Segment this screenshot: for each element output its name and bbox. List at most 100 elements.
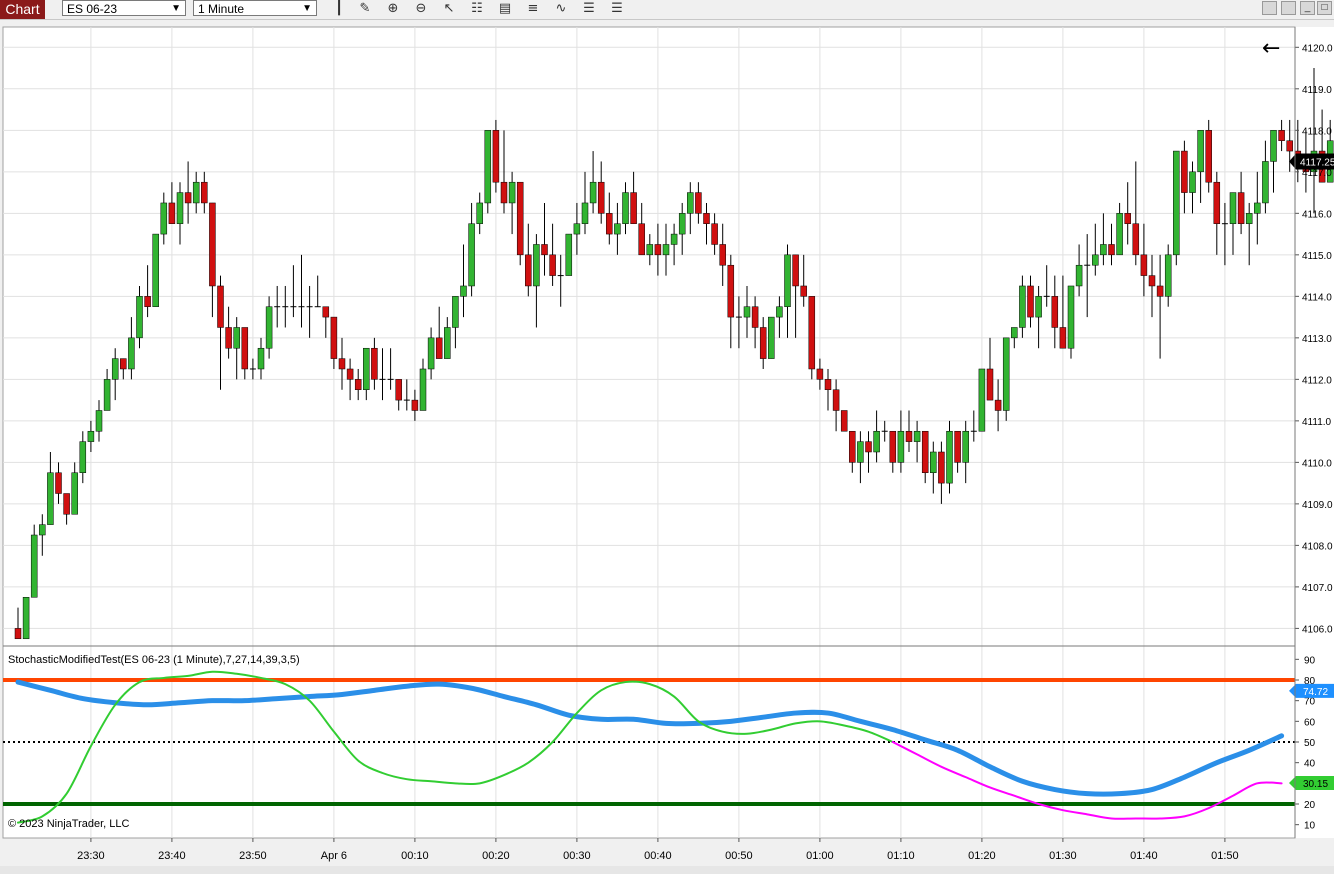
candle-body xyxy=(427,337,435,370)
candle-body xyxy=(1164,254,1172,297)
time-axis-label: Apr 6 xyxy=(321,850,347,862)
candle-body xyxy=(1035,296,1042,318)
candle-body xyxy=(128,337,135,370)
candle-body xyxy=(14,628,22,640)
candle-body xyxy=(1124,213,1131,224)
window-maximize-icon[interactable]: □ xyxy=(1317,1,1332,15)
candle-body xyxy=(541,244,548,256)
copyright-text: © 2023 NinjaTrader, LLC xyxy=(8,818,129,830)
candle-body xyxy=(1059,327,1067,349)
candle-body xyxy=(184,192,192,204)
candle-body xyxy=(103,379,111,411)
price-axis-label: 4120.0 xyxy=(1302,43,1333,54)
time-axis-label: 00:20 xyxy=(482,850,510,862)
indicator-title: StochasticModifiedTest(ES 06-23 (1 Minut… xyxy=(8,654,300,666)
candle-body xyxy=(1092,254,1099,266)
templates-icon[interactable]: ▤ xyxy=(498,1,512,16)
candle-body xyxy=(484,130,492,204)
interval-selector[interactable]: 1 Minute ▼ xyxy=(193,0,317,16)
candle-body xyxy=(435,337,443,359)
indicators-icon[interactable]: ∿ xyxy=(555,1,567,16)
candle-body xyxy=(460,285,467,297)
candle-body xyxy=(646,244,654,256)
properties-icon[interactable]: ☰ xyxy=(583,1,595,16)
price-axis-label: 4116.0 xyxy=(1302,209,1332,220)
time-axis-label: 23:50 xyxy=(239,850,267,862)
chart-area[interactable]: 23:30 23:40 23:50 Apr 6 00:10 00:20 00:30 00:40… xyxy=(0,19,1334,866)
price-axis-label: 4117.0 xyxy=(1302,168,1332,179)
candle-body xyxy=(743,306,751,318)
candle-body xyxy=(476,202,483,224)
candle-body xyxy=(549,254,556,276)
pointer-icon[interactable]: ↖ xyxy=(443,1,455,16)
candle-body xyxy=(670,233,678,245)
price-axis-label: 4118.0 xyxy=(1302,126,1332,137)
candle-body xyxy=(638,223,645,256)
candle-body xyxy=(1270,130,1277,162)
candle-body xyxy=(678,213,686,235)
draw-pencil-icon[interactable]: ✎ xyxy=(359,1,371,16)
price-axis-label: 4112.0 xyxy=(1302,375,1332,386)
candle-body xyxy=(1254,202,1261,214)
candle-body xyxy=(419,368,427,411)
candle-body xyxy=(330,316,338,359)
minimize-icon[interactable] xyxy=(1262,1,1277,15)
time-axis-label: 01:20 xyxy=(968,850,996,862)
candle-body xyxy=(411,399,419,411)
data-box-icon[interactable]: ☷ xyxy=(471,1,483,16)
candle-body xyxy=(233,327,240,349)
candle-body xyxy=(39,524,46,536)
price-axis-label: 4115.0 xyxy=(1302,251,1332,262)
candle-body xyxy=(192,181,200,204)
back-arrow-icon[interactable]: ← xyxy=(1262,36,1280,61)
candle-body xyxy=(1019,285,1026,328)
candle-body xyxy=(79,441,87,473)
instrument-selector[interactable]: ES 06-23 ▼ xyxy=(62,0,186,16)
candle-body xyxy=(111,358,119,380)
candle-body xyxy=(1245,213,1253,224)
zoom-out-icon[interactable]: ⊖ xyxy=(415,1,427,16)
indicator-axis-label: 80 xyxy=(1304,676,1316,687)
candle-body xyxy=(1173,150,1180,256)
bars-type-icon[interactable]: ┃ xyxy=(335,1,343,16)
indicator-axis-label: 70 xyxy=(1304,697,1316,708)
chart-tab[interactable]: Chart xyxy=(0,0,45,19)
list-icon[interactable]: ☰ xyxy=(611,1,623,16)
chart-panel-bg xyxy=(2,26,1296,839)
interval-value: 1 Minute xyxy=(198,2,245,16)
window-minimize-icon[interactable]: _ xyxy=(1300,1,1315,15)
candle-body xyxy=(573,223,581,235)
candle-body xyxy=(1286,140,1293,152)
candle-body xyxy=(840,410,848,432)
indicator-value-tag xyxy=(1289,776,1334,791)
zoom-in-icon[interactable]: ⊕ xyxy=(387,1,399,16)
candle-body xyxy=(719,244,726,266)
candle-body xyxy=(824,379,832,390)
strategies-icon[interactable]: ≡ xyxy=(527,1,539,16)
time-axis-label: 00:40 xyxy=(644,850,672,862)
horizontal-scrollbar[interactable] xyxy=(0,866,1334,874)
candle-body xyxy=(1100,244,1107,256)
time-axis-label: 00:30 xyxy=(563,850,591,862)
candle-body xyxy=(589,181,597,204)
candle-body xyxy=(994,399,1002,411)
candle-body xyxy=(800,285,807,297)
price-axis-label: 4111.0 xyxy=(1302,417,1332,428)
candle-body xyxy=(711,223,718,245)
candle-body xyxy=(581,202,589,224)
candle-body xyxy=(946,430,953,484)
candle-body xyxy=(265,306,273,349)
candle-body xyxy=(597,181,605,214)
price-axis-label: 4119.0 xyxy=(1302,85,1332,96)
candle-body xyxy=(832,389,840,411)
indicator-value-label: 30.15 xyxy=(1303,779,1328,790)
candle-body xyxy=(662,244,670,256)
restore-icon[interactable] xyxy=(1281,1,1296,15)
indicator-axis-label: 60 xyxy=(1304,717,1316,728)
candle-body xyxy=(751,306,759,328)
candle-body xyxy=(87,430,95,442)
indicator-series-line xyxy=(17,670,894,824)
candle-body xyxy=(1213,181,1221,224)
candle-body xyxy=(1237,192,1245,224)
candle-body xyxy=(500,181,508,204)
